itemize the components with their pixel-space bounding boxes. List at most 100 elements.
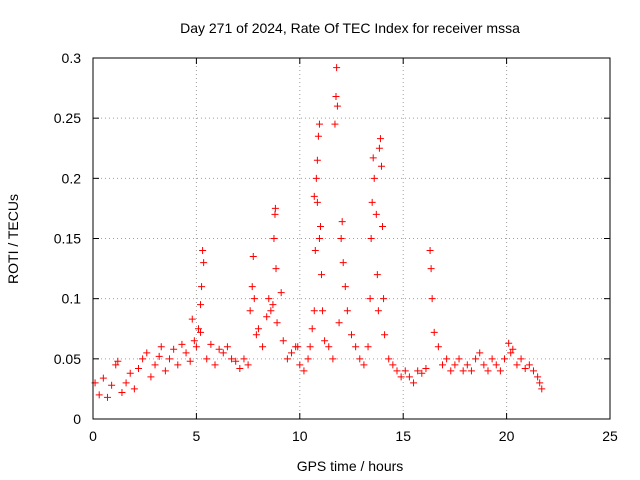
data-point xyxy=(310,192,318,200)
data-point xyxy=(122,379,130,387)
data-point xyxy=(155,352,163,360)
data-point xyxy=(356,355,364,363)
data-point xyxy=(219,349,227,357)
data-point xyxy=(319,307,327,315)
x-tick-labels: 0 5 10 15 20 25 xyxy=(89,428,618,444)
data-point xyxy=(467,367,475,375)
data-point xyxy=(434,343,442,351)
data-point xyxy=(249,253,257,261)
data-point xyxy=(232,357,240,365)
data-point xyxy=(95,391,103,399)
data-point xyxy=(393,367,401,375)
data-point xyxy=(248,283,256,291)
y-tick-labels: 0 0.05 0.1 0.15 0.2 0.25 0.3 xyxy=(54,50,81,427)
data-point xyxy=(538,385,546,393)
data-point xyxy=(99,374,107,382)
data-point xyxy=(265,295,273,303)
data-point xyxy=(329,355,337,363)
data-point xyxy=(496,367,504,375)
data-point xyxy=(360,361,368,369)
data-point xyxy=(182,349,190,357)
data-point xyxy=(112,361,120,369)
y-tick-label: 0.3 xyxy=(62,50,82,66)
data-point xyxy=(300,367,308,375)
data-point xyxy=(343,307,351,315)
data-point xyxy=(114,357,122,365)
data-point xyxy=(472,355,480,363)
data-point xyxy=(366,295,374,303)
data-point xyxy=(223,343,231,351)
data-point xyxy=(246,307,254,315)
data-point xyxy=(198,283,206,291)
data-point xyxy=(374,307,382,315)
data-point xyxy=(310,307,318,315)
data-point xyxy=(277,289,285,297)
data-point xyxy=(401,367,409,375)
data-point xyxy=(426,247,434,255)
data-point xyxy=(428,295,436,303)
data-point xyxy=(529,367,537,375)
data-point xyxy=(314,132,322,140)
data-point xyxy=(157,343,165,351)
data-point xyxy=(405,373,413,381)
data-point xyxy=(126,369,134,377)
data-point xyxy=(369,154,377,162)
data-point xyxy=(244,361,252,369)
data-point xyxy=(304,355,312,363)
data-point xyxy=(534,373,542,381)
data-point xyxy=(414,367,422,375)
data-point xyxy=(296,361,304,369)
data-point xyxy=(139,355,147,363)
data-point xyxy=(228,355,236,363)
data-point xyxy=(178,340,186,348)
data-point xyxy=(318,271,326,279)
x-tick-label: 5 xyxy=(193,428,201,444)
data-point xyxy=(197,328,205,336)
y-tick-label: 0.25 xyxy=(54,110,81,126)
data-point xyxy=(379,222,387,230)
data-point xyxy=(273,319,281,327)
data-point xyxy=(337,235,345,242)
data-point xyxy=(451,361,459,369)
data-point xyxy=(492,361,500,369)
data-point xyxy=(267,307,275,315)
data-points xyxy=(91,64,546,401)
data-point xyxy=(288,349,296,357)
data-point xyxy=(207,340,215,348)
data-point xyxy=(294,343,302,351)
data-point xyxy=(143,349,151,357)
data-point xyxy=(279,337,287,345)
data-point xyxy=(385,355,393,363)
data-point xyxy=(380,295,388,303)
data-point xyxy=(313,156,321,164)
data-point xyxy=(188,315,196,323)
data-point xyxy=(505,339,513,347)
data-point xyxy=(161,367,169,375)
y-tick-label: 0.2 xyxy=(62,170,82,186)
data-point xyxy=(250,295,258,303)
data-point xyxy=(272,265,280,273)
data-point xyxy=(427,265,435,273)
chart-title: Day 271 of 2024, Rate Of TEC Index for r… xyxy=(180,20,520,36)
data-point xyxy=(333,64,341,72)
data-point xyxy=(134,364,142,372)
x-tick-label: 0 xyxy=(89,428,97,444)
y-tick-label: 0.05 xyxy=(54,351,81,367)
data-point xyxy=(118,389,126,397)
y-tick-label: 0 xyxy=(73,411,81,427)
y-tick-label: 0.1 xyxy=(62,291,82,307)
data-point xyxy=(236,364,244,372)
data-point xyxy=(332,93,340,101)
data-point xyxy=(488,355,496,363)
data-point xyxy=(200,259,208,267)
data-point xyxy=(364,343,372,351)
data-point xyxy=(447,367,455,375)
x-axis-title: GPS time / hours xyxy=(297,458,404,474)
data-point xyxy=(381,331,389,339)
data-point xyxy=(271,204,279,212)
x-tick-label: 10 xyxy=(292,428,308,444)
data-point xyxy=(513,361,521,369)
data-point xyxy=(331,120,339,128)
axis-ticks xyxy=(92,57,611,420)
